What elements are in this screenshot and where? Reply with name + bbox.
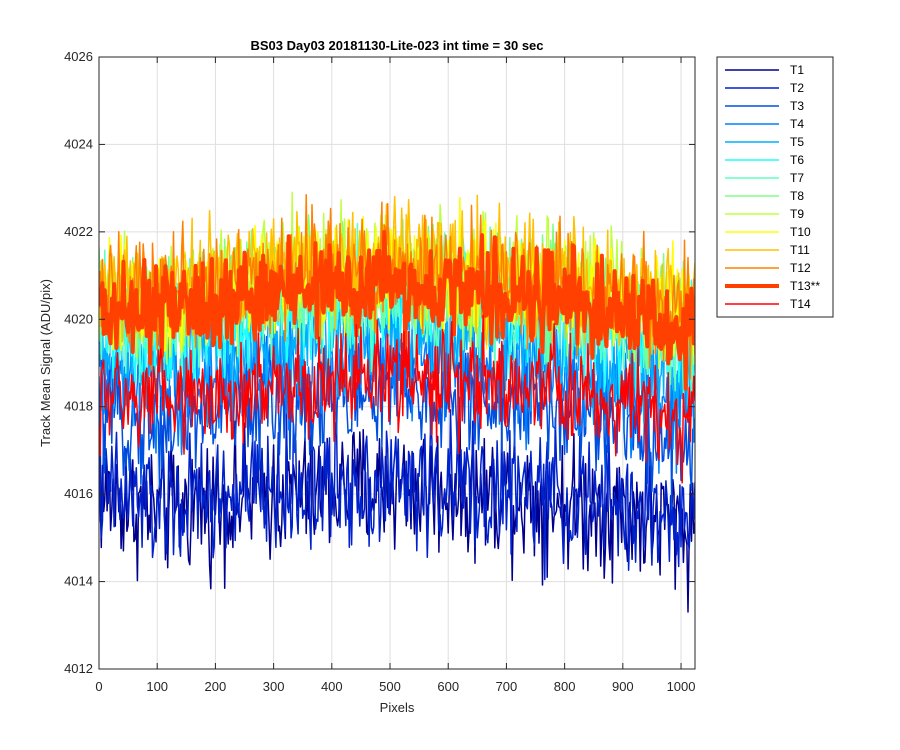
y-tick-label: 4022 (64, 224, 93, 239)
x-tick-label: 600 (437, 679, 459, 694)
y-tick-label: 4026 (64, 49, 93, 64)
x-tick-label: 1000 (667, 679, 696, 694)
y-tick-label: 4020 (64, 311, 93, 326)
series-line-T13 (99, 230, 695, 391)
legend-label: T8 (790, 189, 804, 203)
y-tick-label: 4012 (64, 661, 93, 676)
legend: T1 T2 T3 T4 T5 T6 T7 T8 T9 T10 T11 T12 T13** T14 (716, 56, 834, 318)
x-tick-label: 700 (496, 679, 518, 694)
legend-label: T9 (790, 207, 804, 221)
legend-label: T6 (790, 153, 804, 167)
legend-label: T4 (790, 117, 804, 131)
legend-label: T2 (790, 81, 804, 95)
series-line-T2 (99, 400, 695, 581)
legend-label: T1 (790, 63, 804, 77)
x-tick-label: 0 (95, 679, 102, 694)
x-tick-label: 500 (379, 679, 401, 694)
legend-label: T13** (790, 279, 820, 293)
legend-label: T5 (790, 135, 804, 149)
x-axis-label: Pixels (380, 700, 415, 715)
x-tick-label: 400 (321, 679, 343, 694)
legend-label: T7 (790, 171, 804, 185)
legend-label: T3 (790, 99, 804, 113)
x-tick-label: 200 (205, 679, 227, 694)
x-axis: 0 100 200 300 400 500 600 700 800 900 1000 (95, 57, 695, 694)
series-line-T3 (99, 326, 695, 510)
x-tick-label: 100 (146, 679, 168, 694)
legend-label: T12 (790, 261, 811, 275)
axes-box (98, 56, 696, 670)
legend-label: T11 (790, 243, 810, 257)
series-line-T14 (99, 314, 695, 484)
y-axis-label: Track Mean Signal (ADU/pix) (38, 279, 53, 447)
legend-label: T10 (790, 225, 811, 239)
y-tick-label: 4024 (64, 136, 93, 151)
x-tick-label: 900 (612, 679, 634, 694)
y-tick-label: 4014 (64, 574, 93, 589)
x-tick-label: 300 (263, 679, 285, 694)
legend-box (716, 56, 834, 318)
legend-label: T14 (790, 297, 811, 311)
y-tick-label: 4018 (64, 399, 93, 414)
x-tick-label: 800 (554, 679, 576, 694)
y-axis: 4012 4014 4016 4018 4020 4022 4024 4026 (64, 49, 695, 676)
series-group (99, 191, 695, 613)
y-tick-label: 4016 (64, 486, 93, 501)
chart-title: BS03 Day03 20181130-Lite-023 int time = … (250, 38, 543, 53)
